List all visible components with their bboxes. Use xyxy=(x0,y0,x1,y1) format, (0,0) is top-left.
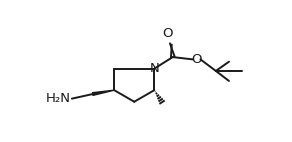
Text: O: O xyxy=(162,27,173,40)
Text: O: O xyxy=(191,53,202,66)
Text: N: N xyxy=(150,62,159,75)
Polygon shape xyxy=(93,90,114,95)
Text: H₂N: H₂N xyxy=(45,92,70,105)
